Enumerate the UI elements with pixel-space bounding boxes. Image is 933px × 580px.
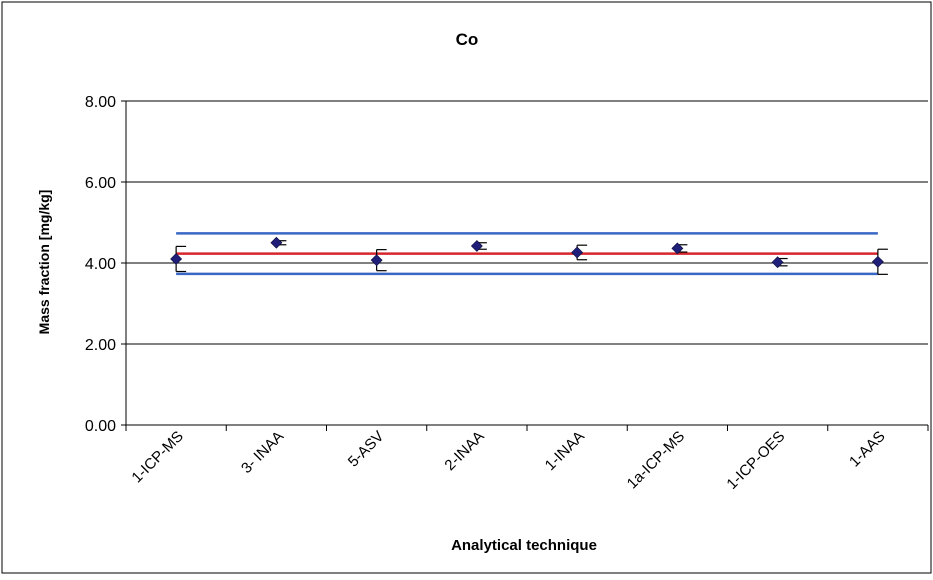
data-point xyxy=(671,242,684,255)
data-point xyxy=(270,236,283,249)
data-point xyxy=(470,240,483,252)
data-point xyxy=(370,254,383,267)
x-axis-label: Analytical technique xyxy=(451,537,597,554)
chart-title: Co xyxy=(456,30,479,49)
y-tick-label: 8.00 xyxy=(85,94,116,111)
y-tick-label: 0.00 xyxy=(85,418,116,435)
data-point xyxy=(571,246,584,259)
y-tick-label: 4.00 xyxy=(85,256,116,273)
y-tick-label: 2.00 xyxy=(85,337,116,354)
data-point xyxy=(771,256,784,269)
y-axis-label: Mass fraction [mg/kg] xyxy=(36,190,52,335)
data-point xyxy=(170,253,183,265)
data-point xyxy=(871,255,884,268)
y-tick-label: 6.00 xyxy=(85,175,116,192)
